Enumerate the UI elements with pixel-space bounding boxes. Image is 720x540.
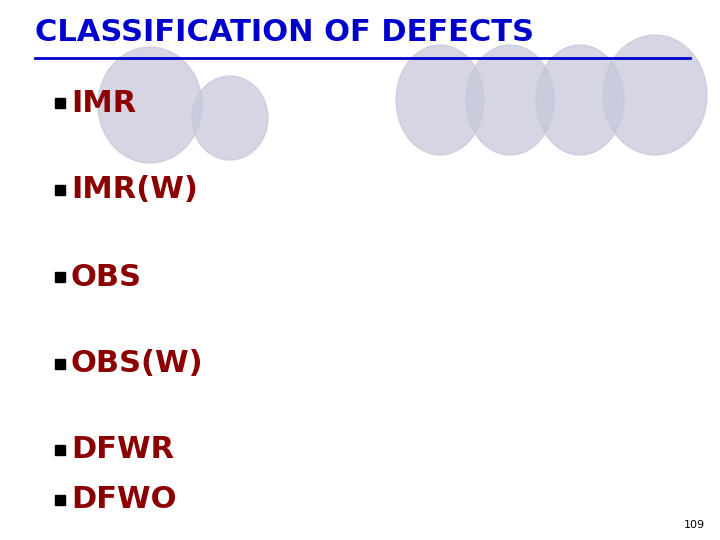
Text: DFWR: DFWR [71, 435, 174, 464]
Text: DFWO: DFWO [71, 485, 176, 515]
Ellipse shape [603, 35, 707, 155]
Ellipse shape [536, 45, 624, 155]
Text: IMR: IMR [71, 89, 136, 118]
Ellipse shape [192, 76, 268, 160]
Text: OBS: OBS [71, 262, 142, 292]
Bar [55, 445, 65, 455]
Ellipse shape [466, 45, 554, 155]
Bar [55, 272, 65, 282]
Bar [55, 185, 65, 195]
Bar [55, 495, 65, 505]
Bar [55, 98, 65, 108]
Bar [55, 359, 65, 369]
Text: IMR(W): IMR(W) [71, 176, 198, 205]
Ellipse shape [98, 47, 202, 163]
Text: 109: 109 [684, 520, 705, 530]
Text: OBS(W): OBS(W) [71, 349, 204, 379]
Text: CLASSIFICATION OF DEFECTS: CLASSIFICATION OF DEFECTS [35, 18, 534, 47]
Ellipse shape [396, 45, 484, 155]
